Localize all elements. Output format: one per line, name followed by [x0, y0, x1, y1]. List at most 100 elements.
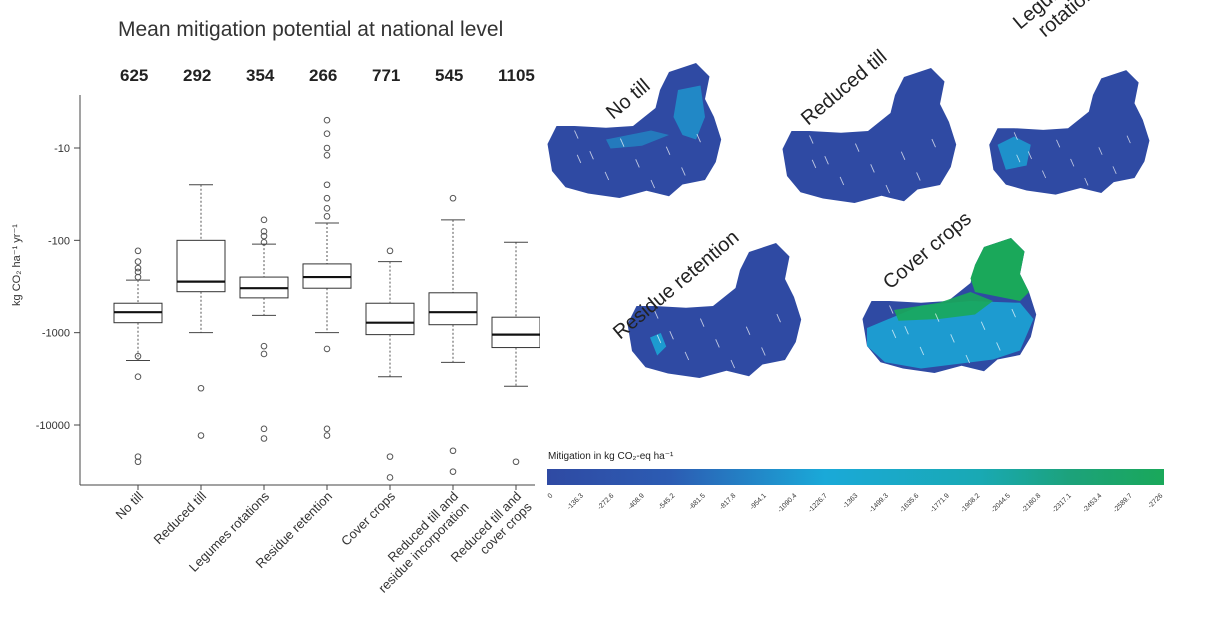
- map-texture: [916, 172, 921, 181]
- outlier-point: [386, 474, 394, 481]
- box-7: [491, 241, 540, 466]
- map-2: [782, 68, 957, 203]
- box-iqr: [491, 316, 540, 349]
- map-texture: [931, 138, 936, 148]
- y-tick-label: -10: [54, 143, 70, 155]
- map-texture: [619, 138, 625, 147]
- map-texture: [635, 159, 640, 168]
- outlier-point: [260, 216, 268, 224]
- map-texture: [656, 334, 662, 344]
- map-texture: [885, 184, 891, 194]
- map-texture: [745, 326, 751, 335]
- map-texture: [1098, 147, 1103, 155]
- map-texture: [761, 347, 766, 356]
- outlier-point: [134, 264, 142, 272]
- y-axis-label: kg CO₂ ha⁻¹ yr⁻¹: [11, 224, 23, 306]
- boxplot-chart: kg CO₂ ha⁻¹ yr⁻¹ -10 -100 -1000 -10000 No ti…: [11, 95, 540, 596]
- outlier-point: [323, 130, 331, 137]
- map-texture: [965, 354, 971, 364]
- map-shape: [989, 70, 1150, 195]
- colorbar-tick-label: -954.1: [749, 492, 768, 511]
- colorbar-title: Mitigation in kg CO₂-eq ha⁻¹: [548, 451, 674, 462]
- x-tick-label: No till: [113, 488, 147, 522]
- map-3: [989, 70, 1150, 195]
- colorbar-tick-label: -2453.4: [1082, 492, 1104, 514]
- map-texture: [904, 326, 909, 335]
- x-tick-label-line: Cover crops: [338, 488, 399, 549]
- map-texture: [776, 313, 781, 323]
- map-texture: [650, 179, 656, 189]
- outlier-point: [260, 238, 268, 246]
- map-texture: [715, 339, 720, 348]
- map-texture: [811, 159, 817, 169]
- map-texture: [574, 130, 579, 139]
- outlier-point: [134, 458, 142, 466]
- outlier-point: [260, 232, 268, 240]
- outlier-point: [323, 152, 331, 159]
- y-tick-label: -10000: [36, 420, 70, 432]
- outlier-point: [449, 194, 457, 202]
- mean-value: 354: [246, 66, 275, 85]
- map-texture: [809, 135, 814, 144]
- map-texture: [980, 321, 986, 330]
- outlier-point: [260, 342, 268, 350]
- map-texture: [824, 156, 829, 165]
- map-texture: [1011, 308, 1016, 318]
- map-texture: [604, 171, 610, 181]
- box-4: [302, 116, 352, 439]
- colorbar-tick-label: -545.2: [657, 492, 676, 511]
- map-region: [894, 292, 993, 321]
- outlier-point: [449, 468, 457, 475]
- box-iqr: [428, 292, 478, 326]
- map-texture: [854, 143, 860, 152]
- colorbar-tick-label: -1908.2: [960, 492, 982, 514]
- colorbar-tick-label: -2589.7: [1112, 492, 1134, 514]
- map-region: [673, 85, 705, 140]
- chart-title: Mean mitigation potential at national le…: [118, 18, 504, 41]
- map-region: [650, 333, 667, 356]
- map-texture: [934, 313, 940, 322]
- map-texture: [699, 318, 705, 327]
- map-label-line: Reduced till: [797, 46, 891, 130]
- colorbar-tick-label: -2726: [1147, 492, 1165, 510]
- x-tick-label-line: No till: [113, 488, 147, 522]
- map-1: [547, 63, 722, 198]
- map-texture: [730, 359, 736, 369]
- mean-value: 1105: [498, 66, 535, 85]
- map-texture: [1112, 166, 1117, 175]
- box-5: [365, 247, 415, 481]
- map-shape: [782, 68, 957, 203]
- outlier-point: [197, 384, 205, 392]
- colorbar-tick-label: -1635.6: [899, 492, 921, 514]
- maps-panel: No till Reduced tillLegumerotationsResidu…: [547, 0, 1165, 514]
- y-tick-label: -100: [48, 235, 70, 247]
- box-2: [176, 184, 226, 439]
- map-texture: [1027, 151, 1032, 160]
- x-tick-label-line: Reduced till: [150, 488, 209, 547]
- map-texture: [654, 310, 659, 319]
- outlier-point: [323, 205, 331, 212]
- outlier-point: [197, 432, 205, 439]
- map-texture: [589, 151, 594, 160]
- box-6: [428, 194, 478, 475]
- mean-value: 545: [435, 66, 464, 85]
- outlier-point: [134, 352, 142, 360]
- map-texture: [1070, 158, 1075, 167]
- outlier-point: [323, 116, 331, 124]
- colorbar-tick-label: -681.5: [688, 492, 707, 511]
- map-texture: [665, 146, 671, 155]
- colorbar-tick-label: -2180.8: [1021, 492, 1043, 514]
- mean-value: 625: [120, 66, 149, 85]
- map-label: Legumerotations: [1009, 0, 1107, 51]
- mean-value: 771: [372, 66, 401, 85]
- map-4: [627, 243, 802, 378]
- box-1: [113, 247, 163, 466]
- outlier-point: [386, 247, 394, 255]
- map-texture: [1041, 170, 1047, 179]
- map-region: [997, 136, 1031, 170]
- outlier-point: [323, 425, 331, 433]
- map-texture: [681, 167, 686, 176]
- colorbar-tick-label: -2317.1: [1051, 492, 1073, 514]
- outlier-point: [323, 194, 331, 202]
- colorbar-tick-label: -1363: [842, 492, 860, 510]
